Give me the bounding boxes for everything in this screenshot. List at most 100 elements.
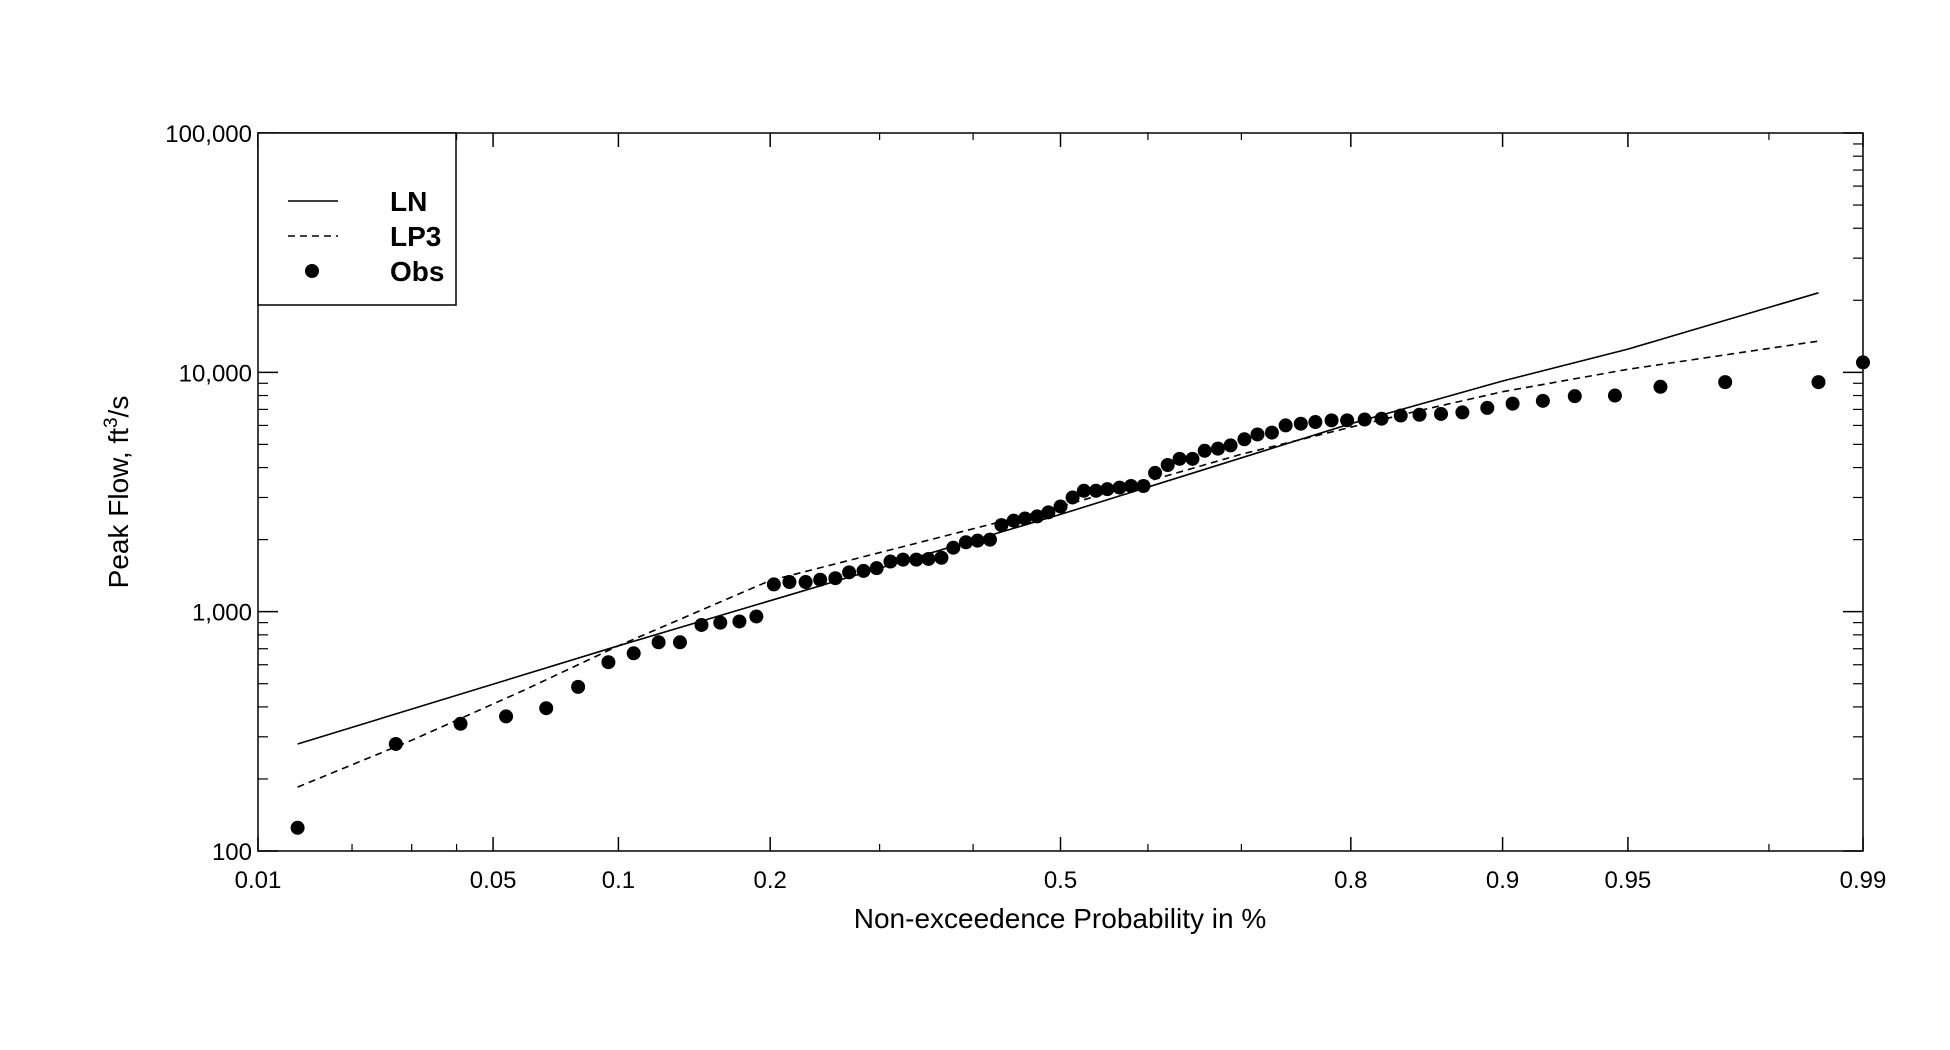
- obs-point: [813, 572, 828, 587]
- obs-point: [713, 615, 728, 630]
- obs-point: [749, 609, 764, 624]
- obs-point: [842, 565, 857, 580]
- y-axis-title-main: Peak Flow, ft: [103, 428, 134, 589]
- y-axis-title: Peak Flow, ft3/s: [101, 396, 134, 589]
- obs-point: [1237, 432, 1252, 447]
- obs-point: [1250, 427, 1265, 442]
- obs-point: [1811, 375, 1826, 390]
- obs-point: [290, 820, 305, 835]
- y-tick-label: 100,000: [165, 121, 252, 148]
- y-tick-label: 100: [212, 839, 252, 866]
- obs-point: [651, 635, 666, 650]
- obs-point: [626, 646, 641, 661]
- obs-point: [1172, 451, 1187, 466]
- obs-point: [1053, 499, 1068, 514]
- obs-point: [1535, 393, 1550, 408]
- obs-point: [909, 552, 924, 567]
- obs-point: [1030, 509, 1045, 524]
- x-tick-label: 0.5: [1044, 867, 1077, 894]
- obs-point: [1006, 513, 1021, 528]
- obs-point: [1197, 443, 1212, 458]
- x-tick-label: 0.1: [602, 867, 635, 894]
- obs-point: [883, 554, 898, 569]
- obs-point: [766, 577, 781, 592]
- y-tick-label: 1,000: [192, 600, 252, 627]
- obs-point: [732, 614, 747, 629]
- x-tick-label: 0.05: [470, 867, 517, 894]
- obs-point: [782, 575, 797, 590]
- obs-point: [982, 532, 997, 547]
- plot-frame: [257, 132, 1864, 852]
- obs-point: [1210, 441, 1225, 456]
- obs-point: [571, 679, 586, 694]
- obs-point: [1455, 405, 1470, 420]
- obs-point: [1357, 412, 1372, 427]
- x-tick-label: 0.01: [235, 867, 282, 894]
- obs-point: [1017, 511, 1032, 526]
- obs-point: [1480, 400, 1495, 415]
- obs-point: [1653, 379, 1668, 394]
- y-axis-title-tail: /s: [103, 396, 134, 418]
- obs-point: [1412, 407, 1427, 422]
- obs-point: [828, 571, 843, 586]
- obs-point: [1293, 416, 1308, 431]
- obs-point: [994, 518, 1009, 533]
- obs-point: [1112, 480, 1127, 495]
- obs-point: [1718, 375, 1733, 390]
- obs-point: [499, 709, 514, 724]
- obs-point: [388, 736, 403, 751]
- legend-box: [257, 132, 457, 306]
- obs-point: [453, 716, 468, 731]
- obs-point: [1100, 482, 1115, 497]
- obs-point: [1393, 408, 1408, 423]
- obs-point: [1148, 465, 1163, 480]
- obs-point: [1264, 425, 1279, 440]
- obs-point: [958, 535, 973, 550]
- legend-lp3-label: LP3: [390, 221, 441, 252]
- x-tick-label: 0.8: [1334, 867, 1367, 894]
- y-tick-label: 10,000: [179, 360, 252, 387]
- x-tick-label: 0.95: [1605, 867, 1652, 894]
- obs-point: [1278, 418, 1293, 433]
- obs-point: [1089, 483, 1104, 498]
- obs-point: [694, 617, 709, 632]
- legend-obs-symbol: [305, 264, 319, 278]
- obs-point: [1308, 415, 1323, 430]
- obs-point: [1076, 483, 1091, 498]
- obs-point: [1374, 411, 1389, 426]
- obs-point: [1567, 389, 1582, 404]
- legend-obs-label: Obs: [390, 256, 444, 287]
- obs-point: [1340, 413, 1355, 428]
- obs-point: [1065, 490, 1080, 505]
- obs-point: [539, 701, 554, 716]
- obs-point: [1124, 479, 1139, 494]
- obs-point: [1185, 451, 1200, 466]
- obs-point: [921, 551, 936, 566]
- obs-point: [1223, 438, 1238, 453]
- x-tick-label: 0.99: [1840, 867, 1887, 894]
- obs-point: [934, 550, 949, 565]
- obs-point: [1324, 413, 1339, 428]
- x-tick-label: 0.2: [753, 867, 786, 894]
- obs-point: [672, 635, 687, 650]
- obs-point: [896, 552, 911, 567]
- obs-point: [1136, 479, 1151, 494]
- series-layer: [290, 292, 1870, 835]
- obs-point: [869, 561, 884, 576]
- obs-point: [1607, 388, 1622, 403]
- obs-point: [946, 540, 961, 555]
- tick-marks: 0.01 0.05 0.1 0.2 0.5 0.8 0.9 0.95 0.99 100 1,000 1…: [165, 121, 1886, 894]
- obs-point: [798, 575, 813, 590]
- x-tick-label: 0.9: [1486, 867, 1519, 894]
- obs-point: [1434, 406, 1449, 421]
- legend: LN LP3 Obs: [257, 132, 457, 306]
- obs-point: [970, 533, 985, 548]
- obs-point: [1041, 505, 1056, 520]
- obs-point: [1160, 458, 1175, 473]
- y-axis-title-sup: 3: [101, 417, 122, 428]
- x-axis-title: Non-exceedence Probability in %: [854, 903, 1266, 934]
- obs-point: [1505, 396, 1520, 411]
- obs-point: [601, 655, 616, 670]
- legend-ln-label: LN: [390, 186, 427, 217]
